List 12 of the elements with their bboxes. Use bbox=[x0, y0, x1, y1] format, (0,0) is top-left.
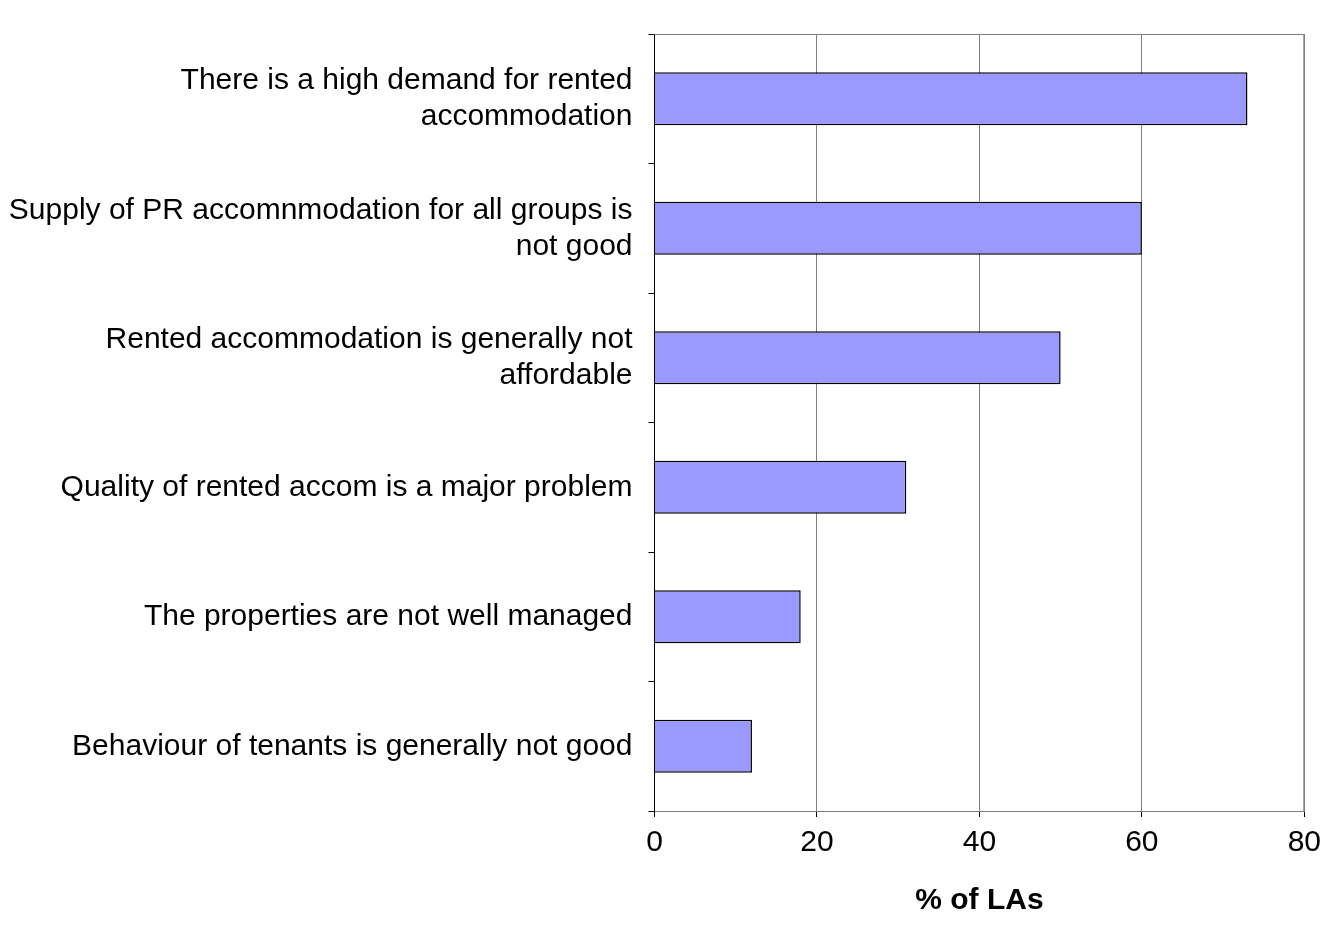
y-tick-label: Behaviour of tenants is generally not good bbox=[72, 727, 633, 761]
x-tick-label: 20 bbox=[800, 824, 834, 858]
y-tick-label: The properties are not well managed bbox=[143, 598, 633, 632]
x-tick-label: 60 bbox=[1125, 824, 1159, 858]
x-tick-label: 40 bbox=[962, 824, 997, 858]
x-tick-label: 0 bbox=[646, 824, 663, 858]
y-tick-label: Supply of PR accomnmodation for all groups is not good bbox=[8, 191, 633, 261]
x-tick-label: 80 bbox=[1287, 824, 1321, 858]
y-tick-label: Quality of rented accom is a major problem bbox=[60, 468, 633, 502]
y-tick-label: Rented accommodation is generally not affordable bbox=[105, 321, 634, 391]
x-axis-title: % of LAs bbox=[915, 882, 1044, 916]
y-tick-label: There is a high demand for rented accommodation bbox=[180, 62, 633, 132]
